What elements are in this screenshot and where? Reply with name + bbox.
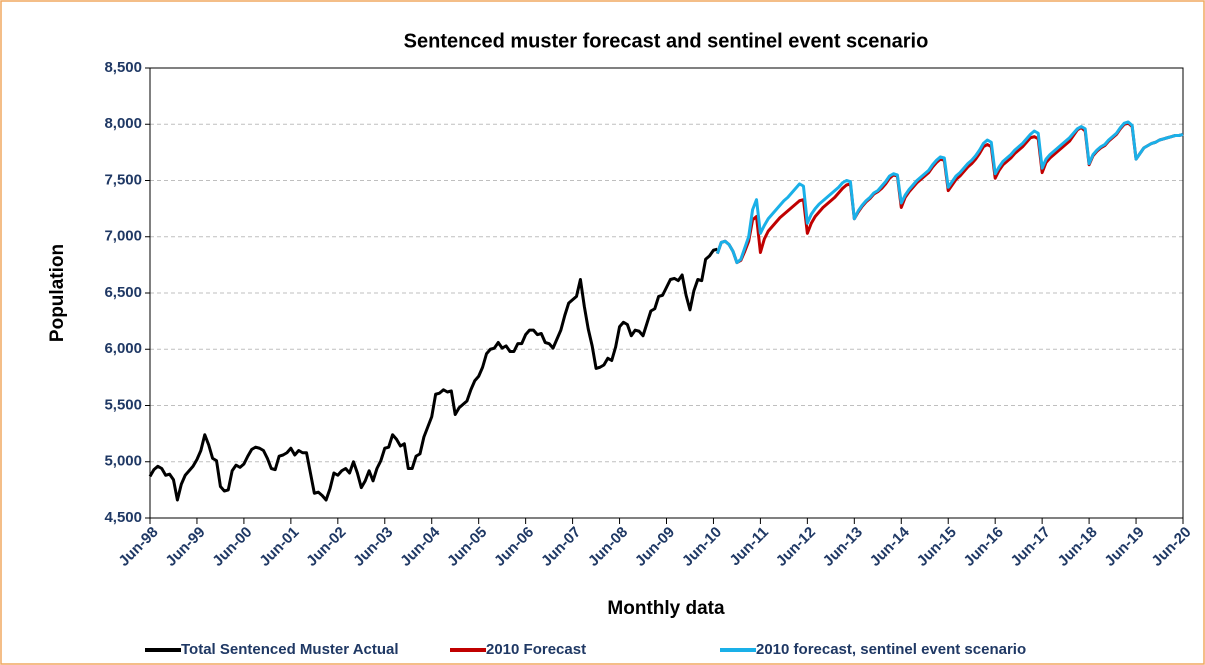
y-tick-label: 7,500 (104, 171, 142, 188)
series-line (715, 120, 1184, 265)
y-tick-label: 8,000 (104, 115, 142, 132)
grid (145, 67, 1184, 524)
y-tick-label: 6,500 (104, 284, 142, 301)
y-tick-label: 5,500 (104, 396, 142, 413)
plot-area (148, 120, 1184, 502)
y-tick-label: 7,000 (104, 228, 142, 245)
y-tick-label: 4,500 (104, 509, 142, 526)
chart-title: Sentenced muster forecast and sentinel e… (404, 30, 929, 52)
series-line (148, 247, 718, 502)
legend-label: 2010 Forecast (486, 641, 586, 658)
y-tick-label: 5,000 (104, 453, 142, 470)
y-axis-title: Population (47, 244, 68, 342)
y-tick-label: 8,500 (104, 59, 142, 76)
legend-label: Total Sentenced Muster Actual (181, 641, 399, 658)
y-tick-label: 6,000 (104, 340, 142, 357)
legend-label: 2010 forecast, sentinel event scenario (756, 641, 1026, 658)
x-axis-title: Monthly data (607, 598, 725, 619)
